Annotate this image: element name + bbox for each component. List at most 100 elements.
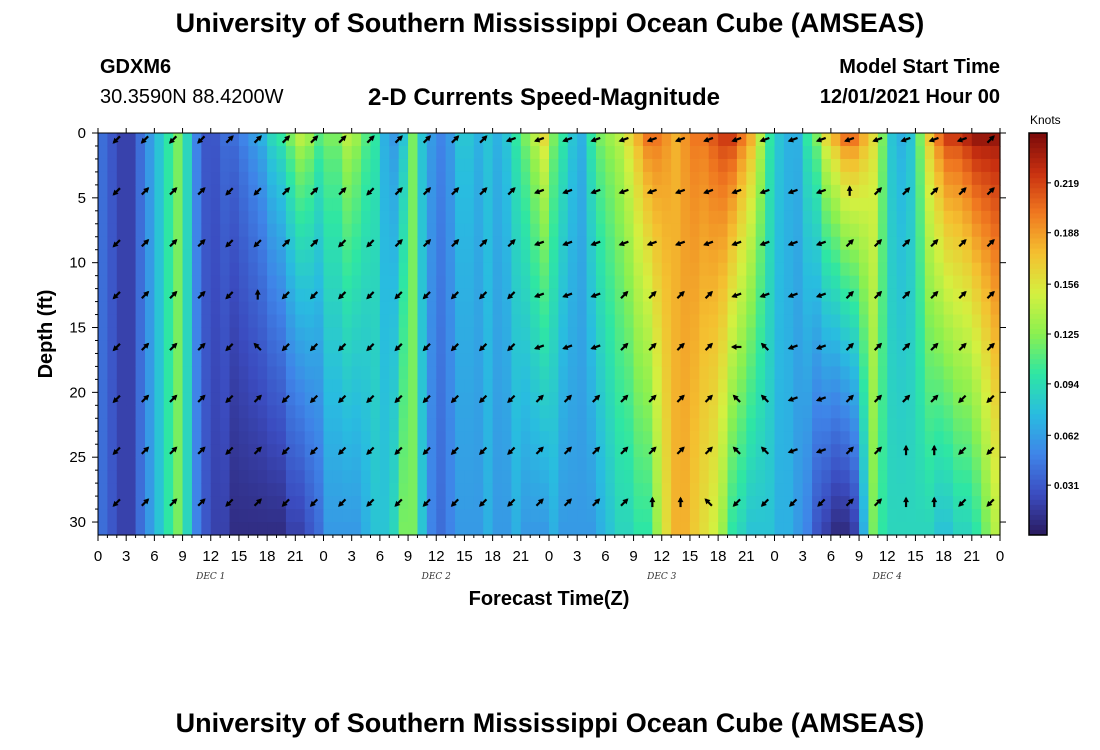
current-vector (759, 240, 770, 247)
heat-cell (558, 483, 569, 497)
heat-cell (304, 171, 315, 186)
heat-cell (314, 327, 325, 342)
heat-cell (549, 133, 559, 147)
heat-cell (144, 509, 155, 523)
heat-cell (511, 171, 522, 186)
heat-cell (830, 366, 841, 380)
heat-cell (896, 470, 907, 484)
heat-cell (934, 223, 945, 238)
heat-cell (398, 314, 409, 329)
current-vector (956, 136, 968, 143)
heat-cell (267, 133, 278, 147)
heat-cell (868, 353, 879, 368)
heat-cell (116, 392, 127, 406)
heat-cell (802, 457, 813, 471)
heat-cell (135, 223, 146, 238)
heat-cell (793, 262, 804, 277)
current-vector (703, 136, 714, 143)
heat-cell (182, 418, 193, 432)
heat-cell (877, 275, 888, 290)
heat-cell (238, 288, 249, 303)
heat-cell (793, 314, 804, 329)
heat-cell (229, 275, 240, 290)
heat-cell (379, 405, 390, 419)
heat-cell (783, 509, 794, 523)
heat-cell (746, 288, 757, 303)
heat-cell (455, 444, 466, 458)
heat-cell (981, 197, 992, 212)
heat-cell (436, 405, 447, 419)
heat-cell (398, 379, 409, 393)
heat-cell (182, 431, 193, 445)
heat-cell (718, 392, 729, 406)
heat-cell (370, 418, 381, 432)
heat-cell (426, 301, 437, 316)
heat-cell (765, 444, 776, 458)
heat-cell (445, 353, 456, 368)
heat-cell (718, 327, 729, 342)
heat-cell (812, 249, 823, 264)
heat-cell (990, 444, 1001, 458)
heat-cell (173, 457, 184, 471)
heat-cell (708, 262, 719, 277)
heat-cell (135, 470, 146, 484)
heat-cell (906, 522, 917, 536)
heat-cell (746, 340, 757, 355)
heat-cell (520, 275, 531, 290)
current-vector (704, 342, 713, 351)
heat-cell (981, 288, 992, 303)
heat-cell (389, 444, 400, 458)
heat-cell (445, 392, 456, 406)
heat-cell (201, 301, 212, 316)
heat-cell (173, 418, 184, 432)
heat-cell (135, 496, 146, 510)
heat-cell (671, 522, 682, 536)
heat-cell (248, 470, 259, 484)
heat-cell (962, 366, 973, 380)
heat-cell (821, 262, 832, 277)
heat-cell (314, 314, 325, 329)
heat-cell (398, 366, 409, 380)
heat-cell (849, 366, 860, 380)
heat-cell (408, 301, 419, 316)
colorbar-step (1029, 233, 1047, 240)
heat-cell (107, 418, 118, 432)
heat-cell (934, 236, 945, 251)
heat-cell (304, 418, 315, 432)
current-vector (281, 238, 291, 248)
heat-cell (473, 353, 484, 368)
heat-cell (595, 340, 606, 355)
heat-cell (577, 470, 588, 484)
heat-cell (783, 197, 794, 212)
heat-cell (398, 327, 409, 342)
heat-cell (163, 262, 174, 277)
heat-cell (840, 223, 851, 238)
heat-cell (689, 457, 700, 471)
heat-cell (126, 405, 137, 419)
heat-cell (445, 145, 456, 160)
heat-cell (746, 314, 757, 329)
heat-cell (135, 184, 146, 199)
heat-cell (736, 327, 747, 342)
heat-cell (323, 444, 334, 458)
heat-cell (389, 197, 400, 212)
heat-cell (605, 171, 616, 186)
heat-cell (379, 314, 390, 329)
heat-cell (830, 262, 841, 277)
heat-cell (652, 366, 663, 380)
heat-cell (473, 457, 484, 471)
heat-cell (624, 314, 635, 329)
heat-cell (351, 197, 362, 212)
heat-cell (191, 496, 202, 510)
heat-cell (802, 340, 813, 355)
heat-cell (483, 223, 494, 238)
x-tick-label: 3 (122, 548, 130, 565)
colorbar-tick-label: 0.125 (1054, 330, 1079, 341)
current-vector (169, 238, 178, 248)
heat-cell (577, 288, 588, 303)
current-vector (366, 239, 375, 248)
heat-cell (398, 353, 409, 368)
heat-cell (342, 366, 353, 380)
heat-cell (483, 145, 494, 160)
heat-cell (868, 431, 879, 445)
